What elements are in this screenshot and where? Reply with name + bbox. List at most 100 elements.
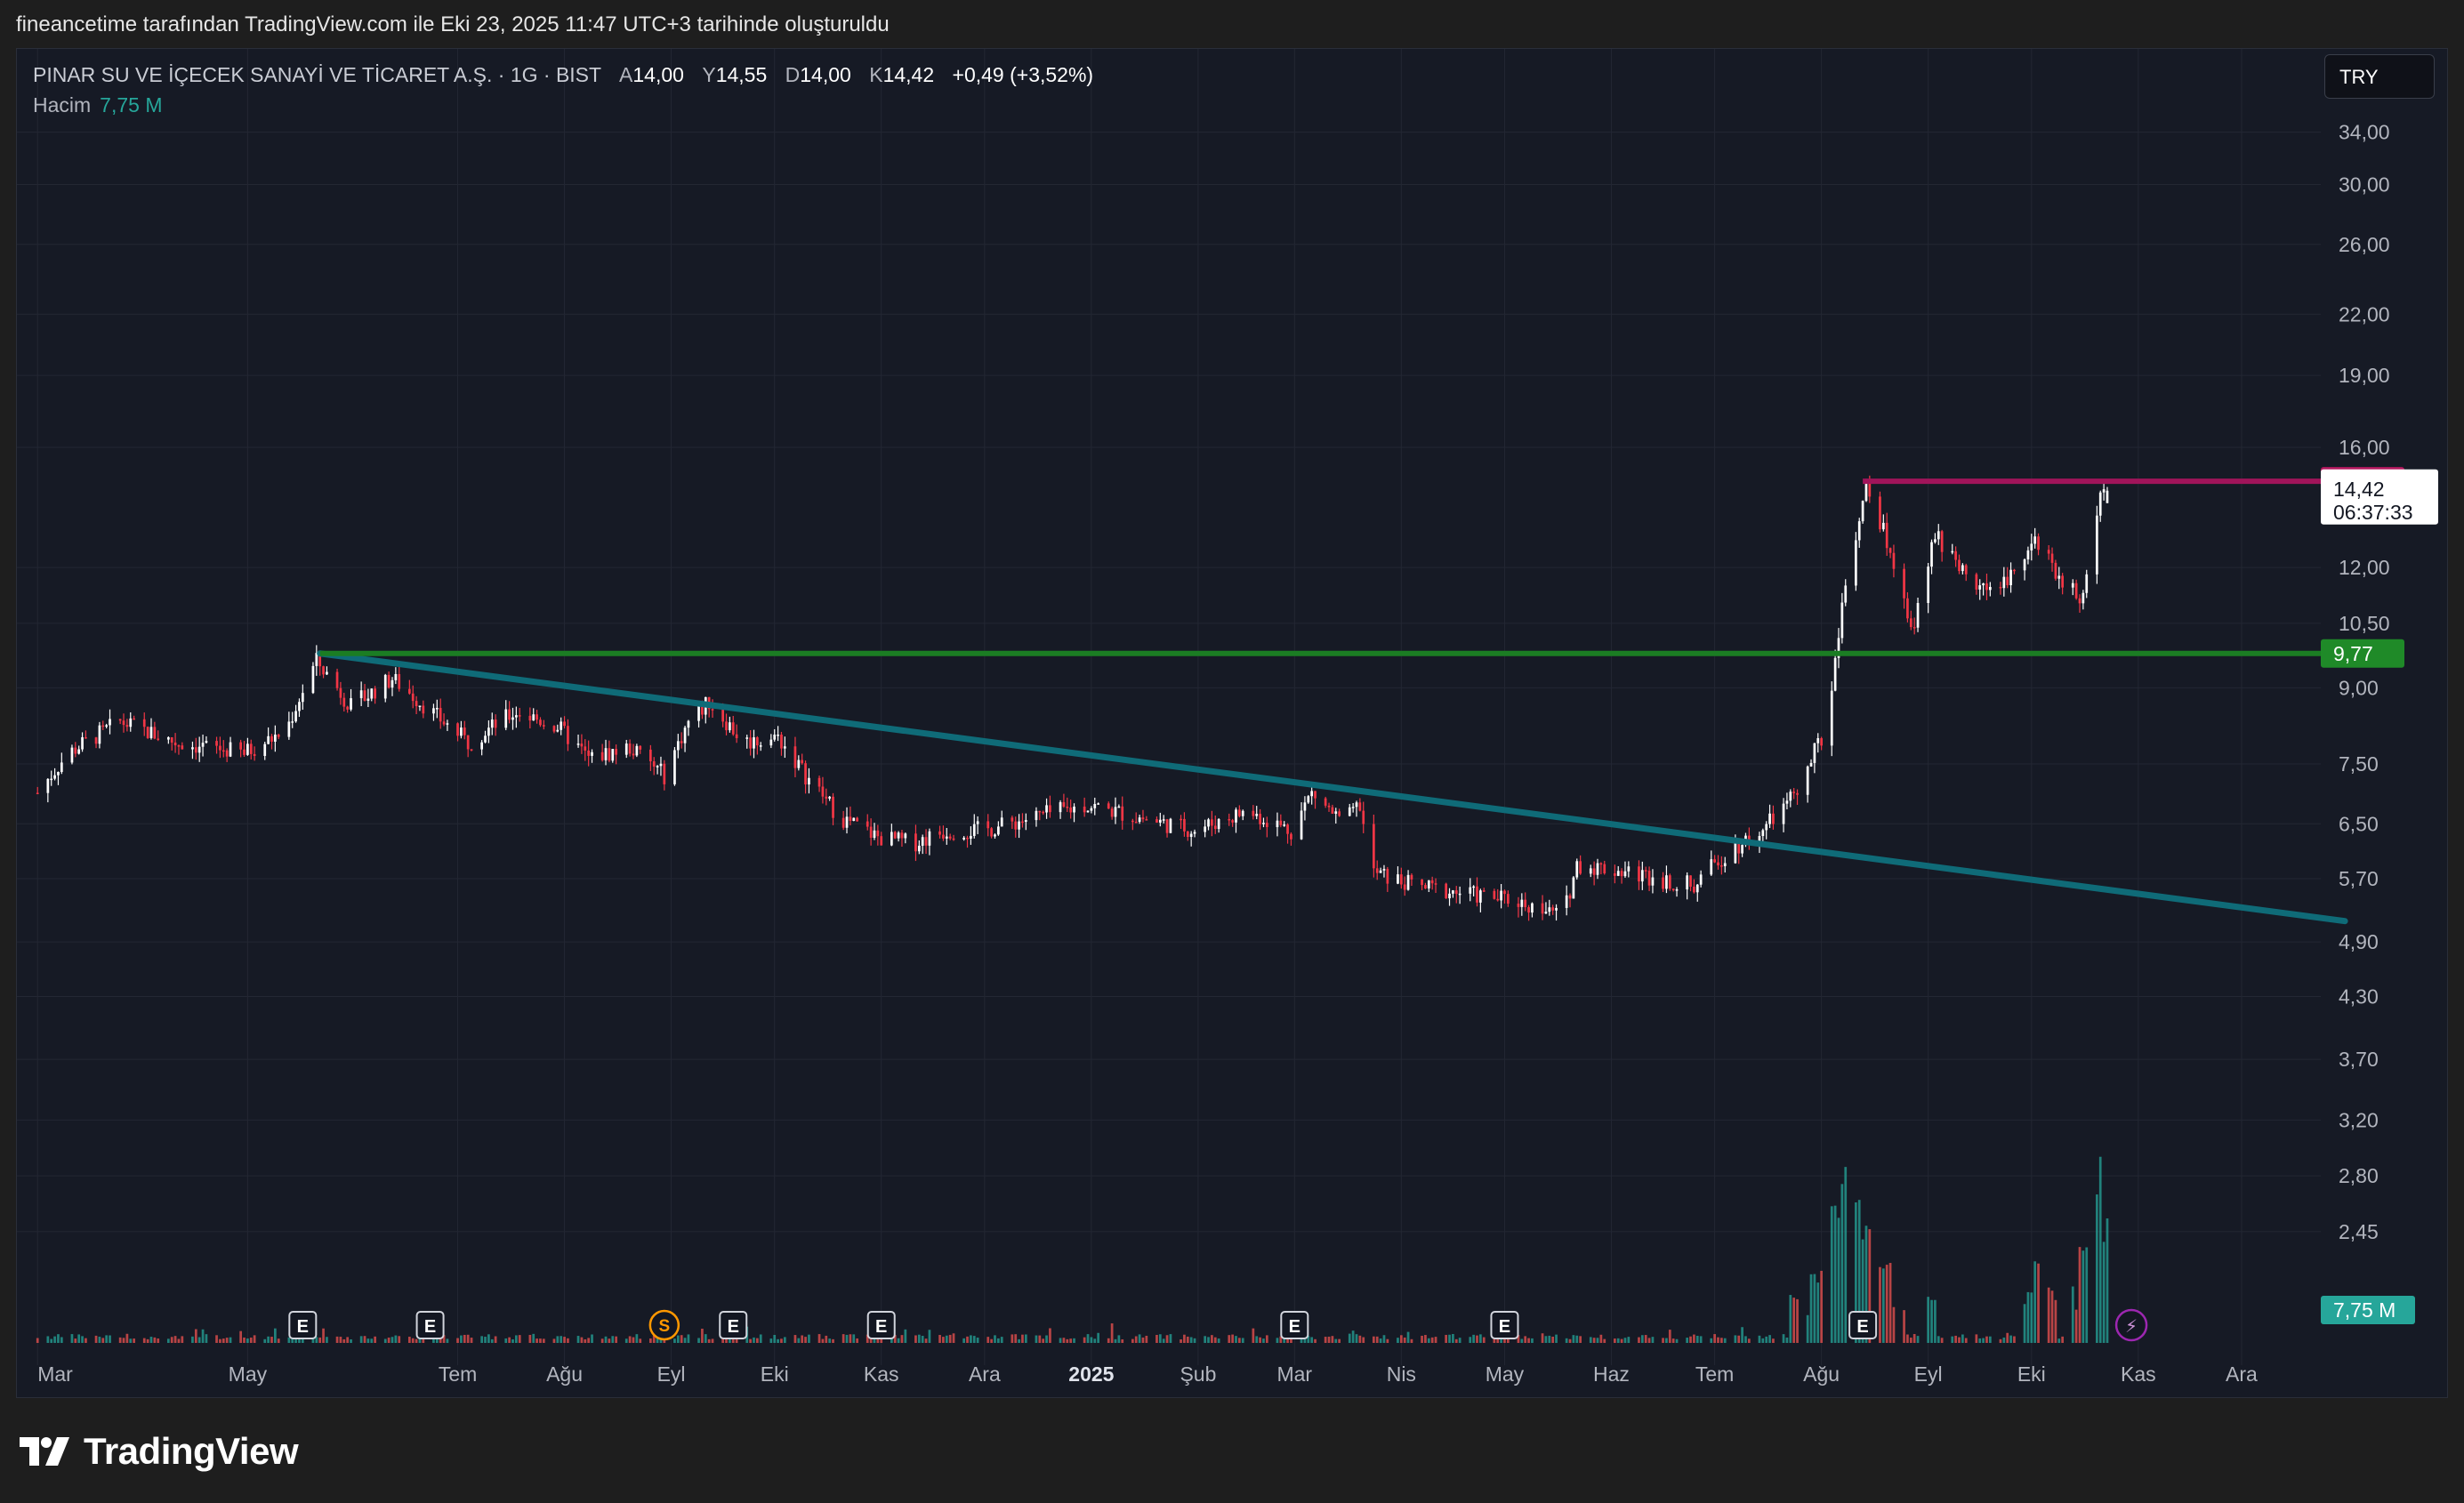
candle xyxy=(591,752,593,756)
candle xyxy=(1107,803,1110,809)
candle xyxy=(1906,598,1909,619)
volume-bar xyxy=(50,1338,53,1343)
volume-bar xyxy=(1544,1336,1548,1343)
candle xyxy=(470,749,473,751)
candle xyxy=(1888,548,1892,553)
candle xyxy=(205,741,208,743)
volume-bar xyxy=(1620,1338,1623,1343)
volume-bar xyxy=(1334,1338,1338,1343)
volume-bar xyxy=(1741,1327,1743,1343)
volume-badge-label: 7,75 M xyxy=(2333,1298,2396,1322)
volume-bar xyxy=(81,1336,84,1343)
open-label: A xyxy=(619,63,633,86)
volume-bar xyxy=(1049,1328,1051,1343)
candle xyxy=(611,749,615,761)
volume-bar xyxy=(1809,1274,1813,1343)
candle xyxy=(1482,890,1486,892)
candle xyxy=(1551,907,1555,911)
candle xyxy=(418,705,422,707)
volume-bar xyxy=(2023,1304,2026,1343)
candle xyxy=(298,702,301,711)
volume-bar xyxy=(876,1337,880,1343)
candle xyxy=(173,742,177,746)
volume-bar xyxy=(125,1333,129,1343)
volume-bar xyxy=(1785,1337,1789,1343)
candle xyxy=(350,698,352,710)
volume-bar xyxy=(735,1338,738,1343)
volume-bar xyxy=(1758,1335,1761,1343)
price-chart[interactable]: 34,00 30,00 26,00 22,00 19,00 16,00 12,00 10,50… xyxy=(17,49,2447,1397)
candle xyxy=(797,760,801,768)
volume-bar xyxy=(1482,1337,1486,1343)
candle xyxy=(1018,821,1020,830)
candle xyxy=(267,735,270,744)
volume-bar xyxy=(1568,1338,1572,1343)
candle xyxy=(1327,805,1331,808)
volume-bar xyxy=(852,1334,856,1343)
candle xyxy=(1204,826,1207,832)
volume-bar xyxy=(1476,1335,1478,1343)
volume-bar xyxy=(2096,1194,2098,1343)
candle xyxy=(1186,831,1189,838)
volume-bar xyxy=(326,1337,328,1343)
candle xyxy=(1397,874,1399,884)
candle xyxy=(1300,810,1303,840)
candle xyxy=(36,792,39,794)
candle xyxy=(1934,539,1937,543)
candle xyxy=(1772,813,1775,824)
volume-bar xyxy=(1710,1338,1713,1343)
volume-bar xyxy=(1493,1338,1496,1343)
candle xyxy=(511,717,514,720)
volume-bar xyxy=(1861,1239,1864,1343)
candle xyxy=(1644,870,1647,872)
volume-bar xyxy=(648,1338,652,1343)
candle xyxy=(1211,819,1213,826)
candle xyxy=(77,749,81,754)
volume-bar xyxy=(591,1334,593,1343)
volume-bar xyxy=(1000,1337,1003,1343)
volume-bar xyxy=(1551,1336,1555,1343)
candle xyxy=(1961,565,1964,572)
volume-bar xyxy=(1351,1330,1355,1343)
volume-bar xyxy=(508,1337,511,1343)
volume-bar xyxy=(729,1338,731,1343)
candle xyxy=(1000,817,1003,827)
candle xyxy=(1145,819,1148,821)
volume-bar xyxy=(1479,1334,1482,1343)
volume-bar xyxy=(1399,1335,1403,1343)
candle xyxy=(239,742,242,750)
candle xyxy=(2054,562,2057,579)
volume-bar xyxy=(322,1328,325,1343)
volume-bar xyxy=(1627,1337,1631,1343)
close-value: 14,42 xyxy=(882,63,935,86)
volume-bar xyxy=(1038,1335,1042,1343)
volume-bar xyxy=(997,1338,1000,1343)
candle xyxy=(1207,819,1210,827)
volume-bar xyxy=(363,1336,366,1343)
volume-bar xyxy=(1158,1334,1162,1343)
volume-bar xyxy=(828,1338,832,1343)
countdown-label: 06:37:33 xyxy=(2333,501,2413,524)
volume-bar xyxy=(77,1334,81,1343)
candle xyxy=(608,748,611,761)
candle xyxy=(1083,806,1086,813)
volume-bar xyxy=(611,1336,615,1343)
volume-bar xyxy=(1452,1334,1454,1343)
candle xyxy=(105,725,109,727)
volume-bar xyxy=(632,1337,635,1343)
volume-bar xyxy=(1599,1334,1603,1343)
candle xyxy=(756,737,759,746)
volume-bar xyxy=(415,1338,418,1343)
candle xyxy=(1506,894,1510,904)
candle xyxy=(528,715,532,721)
tradingview-logo[interactable]: TradingView xyxy=(18,1427,299,1476)
candle xyxy=(1014,821,1018,830)
candle xyxy=(346,706,350,710)
chart-panel[interactable]: 34,00 30,00 26,00 22,00 19,00 16,00 12,00 10,50… xyxy=(16,48,2448,1398)
currency-button[interactable]: TRY xyxy=(2324,54,2435,99)
volume-bar xyxy=(466,1334,470,1343)
candle xyxy=(480,742,484,750)
candle xyxy=(948,836,952,839)
volume-bar xyxy=(1059,1338,1062,1343)
volume-bar xyxy=(683,1338,687,1343)
